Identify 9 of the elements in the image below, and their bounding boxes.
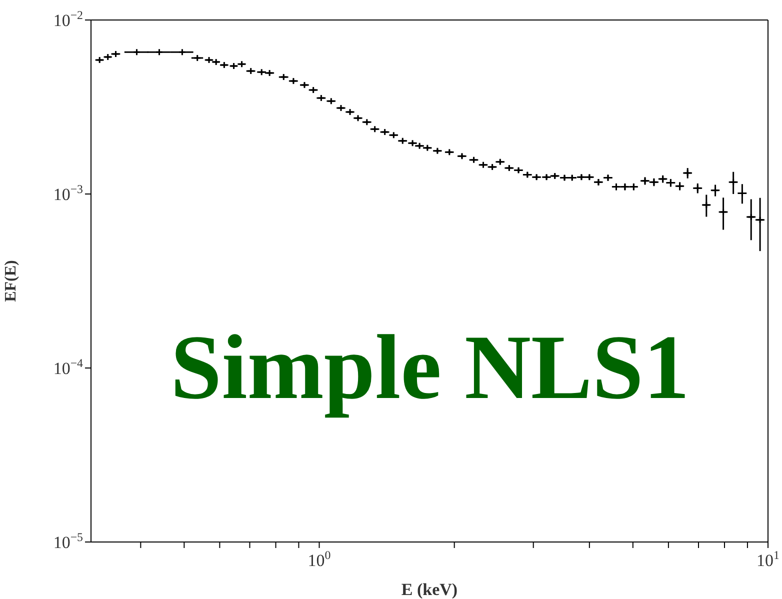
y-axis-title: EF(E) — [2, 260, 20, 302]
y-tick-label: 10$^{−2}$ — [53, 8, 84, 30]
x-tick-label: 10$^{1}$ — [756, 548, 780, 570]
annotation: Simple NLS1 — [170, 316, 690, 418]
y-tick-label: 10$^{−4}$ — [53, 356, 84, 378]
x-axis-title: E (keV) — [401, 580, 458, 599]
y-tick-label: 10$^{−3}$ — [53, 182, 84, 204]
y-tick-label: 10$^{−5}$ — [53, 530, 84, 552]
x-tick-label: 10$^{0}$ — [308, 548, 331, 570]
